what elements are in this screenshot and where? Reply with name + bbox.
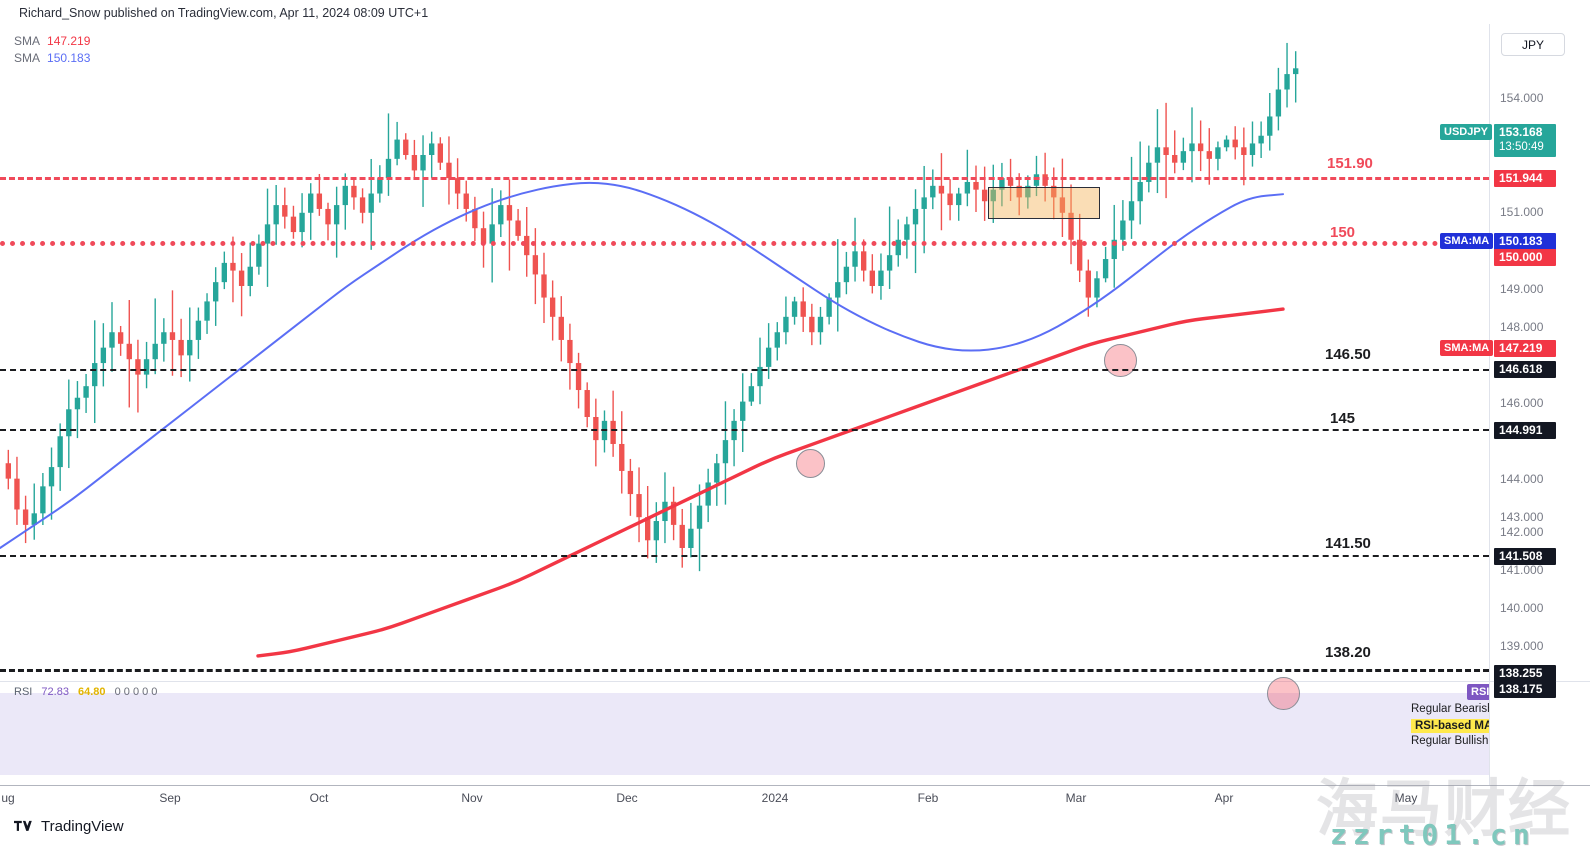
horizontal-price-line[interactable]: [0, 241, 1489, 246]
legend-label-sma-fast: SMA: [14, 51, 41, 65]
legend-row-sma-fast[interactable]: SMA 150.183: [14, 50, 90, 67]
axis-series-tag: SMA:MA: [1440, 340, 1494, 356]
price-tick-label: 148.000: [1500, 320, 1544, 334]
tradingview-brand-text: TradingView: [41, 818, 124, 835]
axis-chip-time: 13:50:49: [1499, 141, 1544, 153]
time-axis-label: 2024: [761, 791, 789, 805]
rsi-badge-tag: RSI: [1467, 684, 1494, 700]
legend-label-sma-slow: SMA: [14, 34, 41, 48]
axis-price-chip: 147.219: [1494, 340, 1556, 357]
consolidation-highlight-box: [988, 187, 1100, 219]
time-axis-label: Apr: [1214, 791, 1234, 805]
horizontal-price-line[interactable]: [0, 177, 1489, 180]
currency-badge[interactable]: JPY: [1501, 33, 1565, 56]
axis-series-tag: SMA:MA: [1440, 233, 1494, 249]
rsi-level-label: Regular Bullish: [1411, 735, 1489, 747]
price-line-label: 146.50: [1325, 346, 1371, 363]
time-axis-divider: [0, 785, 1590, 786]
price-tick-label: 146.000: [1500, 396, 1544, 410]
axis-price-chip: 153.168 13:50:49: [1494, 124, 1556, 157]
price-line-label: 151.90: [1327, 155, 1373, 172]
price-line-label: 141.50: [1325, 535, 1371, 552]
price-tick-label: 154.000: [1500, 91, 1544, 105]
rsi-legend-name: RSI: [14, 686, 33, 698]
time-axis-label: Oct: [309, 791, 329, 805]
legend-row-sma-slow[interactable]: SMA 147.219: [14, 33, 90, 50]
horizontal-price-line[interactable]: [0, 669, 1489, 672]
rsi-level-label: Regular Bearish: [1411, 703, 1494, 715]
time-axis-label: Dec: [616, 791, 638, 805]
watermark-chinese: 海马财经: [1316, 772, 1573, 845]
marker-circle-rsi: [1267, 677, 1300, 710]
legend-value-sma-slow: 147.219: [47, 34, 91, 48]
time-axis-label: Nov: [461, 791, 483, 805]
rsi-pane[interactable]: [0, 683, 1489, 785]
time-axis-label: Sep: [159, 791, 181, 805]
price-tick-label: 144.000: [1500, 472, 1544, 486]
legend-value-sma-fast: 150.183: [47, 51, 91, 65]
axis-price-chip: 150.000: [1494, 249, 1556, 266]
horizontal-price-line[interactable]: [0, 369, 1489, 371]
tradingview-logo-icon: [14, 820, 32, 831]
price-tick-label: 149.000: [1500, 282, 1544, 296]
time-axis-label: Mar: [1065, 791, 1087, 805]
price-tick-label: 139.000: [1500, 639, 1544, 653]
axis-price-chip: 138.175: [1494, 681, 1556, 698]
axis-price-chip: 146.618: [1494, 361, 1556, 378]
price-line-label: 150: [1330, 224, 1356, 241]
price-tick-label: 151.000: [1500, 205, 1544, 219]
tradingview-footer[interactable]: TradingView: [14, 818, 124, 835]
horizontal-price-line[interactable]: [0, 429, 1489, 431]
price-line-label: 138.20: [1325, 644, 1371, 661]
pane-divider: [0, 681, 1489, 682]
price-line-label: 145: [1330, 410, 1356, 427]
rsi-legend-zeros: 0 0 0 0 0: [114, 686, 158, 698]
publication-line: Richard_Snow published on TradingView.co…: [19, 6, 429, 20]
indicator-legend: SMA 147.219 SMA 150.183: [14, 33, 90, 67]
marker-circle-sma-touch-1: [796, 449, 825, 478]
price-tick-label: 142.000: [1500, 525, 1544, 539]
watermark-url: zzrt01.cn: [1330, 818, 1536, 851]
rsi-background-band: [0, 693, 1489, 775]
price-tick-label: 141.000: [1500, 563, 1544, 577]
axis-price-chip: 151.944: [1494, 170, 1556, 187]
price-chart-svg: [0, 42, 1299, 658]
rsi-legend-ma-value: 64.80: [78, 686, 106, 698]
main-price-pane[interactable]: [0, 24, 1489, 679]
rsi-inline-legend: RSI 72.83 64.80 0 0 0 0 0: [14, 686, 157, 698]
price-tick-label: 143.000: [1500, 510, 1544, 524]
time-axis-label: Feb: [917, 791, 939, 805]
axis-price-chip: 141.508: [1494, 548, 1556, 565]
axis-price-chip: 144.991: [1494, 422, 1556, 439]
rsi-legend-value: 72.83: [41, 686, 69, 698]
axis-price-chip: 138.255: [1494, 665, 1556, 682]
rsi-level-label: RSI-based MA: [1411, 719, 1497, 733]
axis-series-tag: USDJPY: [1440, 124, 1493, 140]
time-axis-label: May: [1394, 791, 1418, 805]
axis-price-chip: 150.183: [1494, 233, 1556, 250]
time-axis-label: ug: [1, 791, 15, 805]
horizontal-price-line[interactable]: [0, 555, 1489, 557]
price-tick-label: 140.000: [1500, 601, 1544, 615]
marker-circle-sma-touch-2: [1104, 344, 1137, 377]
